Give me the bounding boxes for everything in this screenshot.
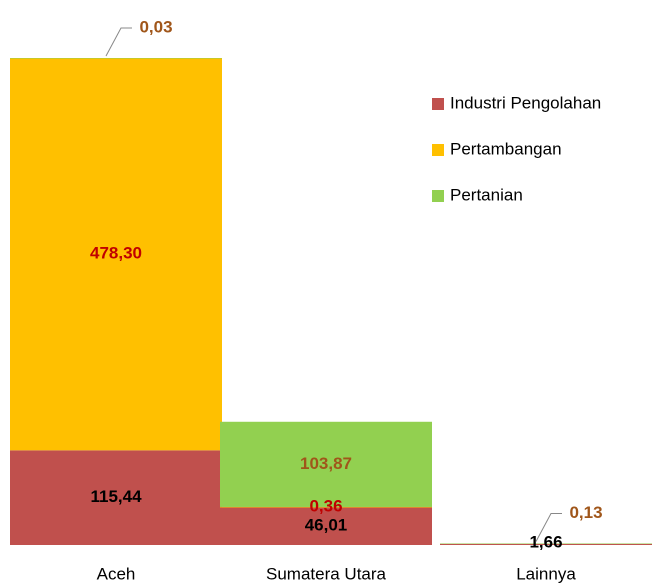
bar-segment [440, 543, 652, 545]
bar-segment [10, 450, 222, 545]
value-label: 478,30 [90, 244, 142, 263]
bar-segment [220, 507, 432, 545]
value-label: 115,44 [90, 487, 142, 506]
x-tick-label: Sumatera Utara [266, 564, 387, 583]
legend-swatch [432, 144, 444, 156]
bar-segment [220, 506, 432, 508]
bar-segment [10, 58, 222, 451]
legend-label: Pertambangan [450, 139, 562, 158]
value-label: 0,03 [139, 17, 172, 36]
value-label: 0,36 [309, 496, 342, 515]
leader-line [105, 27, 132, 57]
legend-swatch [432, 190, 444, 202]
bar-segment [10, 58, 222, 59]
value-label: 1,66 [529, 532, 562, 551]
value-label: 0,13 [569, 503, 602, 522]
legend-label: Industri Pengolahan [450, 93, 601, 112]
x-tick-label: Aceh [97, 564, 136, 583]
leader-line [535, 513, 562, 542]
legend-swatch [432, 98, 444, 110]
bar-segment [440, 543, 652, 545]
legend-label: Pertanian [450, 185, 523, 204]
value-label: 46,01 [305, 516, 348, 535]
value-label: 103,87 [300, 454, 352, 473]
bar-segment [220, 421, 432, 507]
x-tick-label: Lainnya [516, 564, 576, 583]
